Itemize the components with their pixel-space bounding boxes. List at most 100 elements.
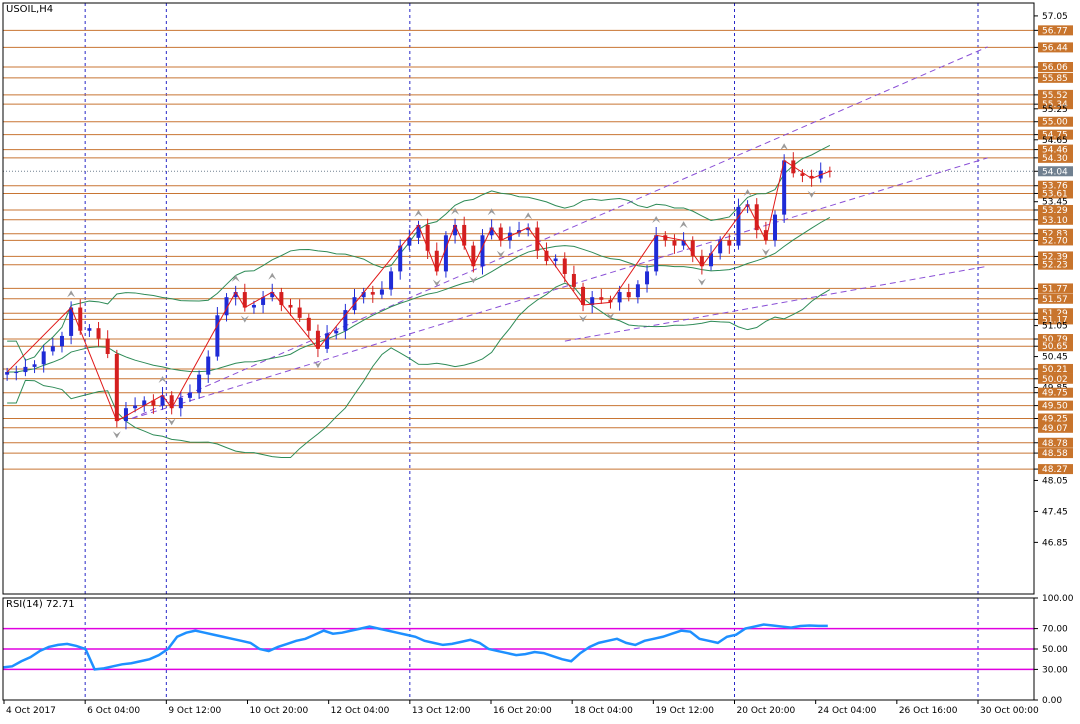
fractal-up-icon — [780, 143, 789, 151]
candle-bear — [827, 170, 832, 172]
price-level-label: 51.17 — [1042, 315, 1068, 325]
candle-bear — [626, 292, 631, 298]
candle-bull — [215, 315, 220, 357]
x-tick-label: 18 Oct 04:00 — [574, 706, 633, 716]
candle-bull — [325, 333, 330, 349]
candle-bull — [123, 408, 128, 422]
price-level-label: 55.34 — [1042, 100, 1068, 110]
candle-bear — [672, 240, 677, 246]
candle-bull — [416, 224, 421, 238]
price-level-tag — [1038, 283, 1073, 294]
candle-bull — [654, 235, 659, 272]
candle-bear — [800, 173, 805, 176]
fractal-up-icon — [158, 376, 167, 384]
fractal-down-icon — [807, 190, 816, 198]
candle-bear — [279, 292, 284, 305]
rsi-y-tick-label: 50.00 — [1042, 645, 1068, 655]
fractal-down-icon — [469, 276, 478, 284]
price-level-label: 56.77 — [1042, 26, 1068, 36]
price-level-label: 50.65 — [1042, 342, 1068, 352]
fractal-up-icon — [414, 209, 423, 217]
candle-bear — [763, 230, 768, 241]
price-level-label: 50.21 — [1042, 365, 1068, 375]
x-tick-label: 12 Oct 04:00 — [331, 706, 390, 716]
price-level-label: 49.75 — [1042, 389, 1068, 399]
candle-bull — [617, 292, 622, 303]
candle-bull — [443, 235, 448, 272]
candle-bull — [343, 310, 348, 331]
candle-bull — [50, 346, 55, 352]
price-level-label: 53.76 — [1042, 182, 1068, 192]
candle-bear — [690, 240, 695, 256]
price-level-label: 53.61 — [1042, 189, 1068, 199]
price-level-tag — [1038, 308, 1073, 319]
candle-bull — [32, 364, 37, 367]
price-level-tag — [1038, 464, 1073, 475]
fractal-down-icon — [697, 278, 706, 286]
y-tick-label: 55.25 — [1042, 105, 1068, 115]
price-level-label: 50.79 — [1042, 335, 1068, 345]
candle-bull — [23, 366, 28, 373]
price-level-tag — [1038, 228, 1073, 239]
price-level-label: 55.85 — [1042, 74, 1068, 84]
candle-bull — [270, 292, 275, 298]
candle-bear — [471, 245, 476, 267]
x-tick-label: 4 Oct 2017 — [6, 706, 56, 716]
candle-bull — [187, 392, 192, 398]
candle-bull — [197, 374, 202, 393]
price-level-label: 52.23 — [1042, 261, 1068, 271]
channel-lower — [564, 265, 988, 342]
price-level-tag — [1038, 99, 1073, 110]
candle-bull — [453, 224, 458, 236]
candle-bull — [41, 351, 46, 365]
candle-bear — [544, 250, 549, 262]
y-tick-label: 51.05 — [1042, 322, 1068, 332]
price-level-tag — [1038, 251, 1073, 262]
candle-bull — [553, 258, 558, 262]
candle-bull — [389, 271, 394, 290]
x-tick-label: 13 Oct 12:00 — [412, 706, 471, 716]
candle-bear — [754, 204, 759, 231]
price-level-tag — [1038, 214, 1073, 225]
main-chart-title: USOIL,H4 — [6, 4, 53, 15]
price-level-label: 55.00 — [1042, 118, 1068, 128]
price-level-label: 49.07 — [1042, 424, 1068, 434]
x-tick-label: 10 Oct 20:00 — [250, 706, 309, 716]
candle-bull — [59, 335, 64, 347]
candle-bear — [608, 299, 613, 303]
candle-bear — [727, 240, 732, 246]
candle-bear — [96, 328, 101, 339]
price-level-label: 48.78 — [1042, 439, 1068, 449]
price-level-label: 51.29 — [1042, 309, 1068, 319]
candle-bear — [242, 292, 247, 308]
candle-bear — [434, 250, 439, 272]
fractal-down-icon — [761, 248, 770, 256]
candle-bull — [681, 240, 686, 246]
candle-bear — [699, 255, 704, 267]
candle-bull — [635, 284, 640, 298]
candle-bull — [590, 297, 595, 305]
price-level-label: 51.77 — [1042, 284, 1068, 294]
zigzag-line — [6, 159, 831, 422]
price-level-tag — [1038, 72, 1073, 83]
price-level-label: 49.25 — [1042, 415, 1068, 425]
price-level-label: 53.10 — [1042, 216, 1068, 226]
fractal-up-icon — [652, 216, 661, 224]
price-level-label: 56.44 — [1042, 43, 1068, 53]
fractal-down-icon — [112, 431, 121, 439]
fractal-up-icon — [67, 290, 76, 298]
rsi-y-tick-label: 100.00 — [1042, 594, 1074, 604]
channel-middle — [131, 157, 988, 419]
candle-bear — [114, 353, 119, 422]
candle-bull — [133, 405, 138, 409]
fractal-up-icon — [451, 207, 460, 215]
candle-bull — [480, 235, 485, 267]
current-price-tag — [1038, 166, 1073, 177]
candle-bear — [105, 338, 110, 354]
candle-bear — [315, 330, 320, 349]
candle-bull — [334, 330, 339, 334]
price-level-label: 54.75 — [1042, 131, 1068, 141]
price-level-label: 48.58 — [1042, 449, 1068, 459]
